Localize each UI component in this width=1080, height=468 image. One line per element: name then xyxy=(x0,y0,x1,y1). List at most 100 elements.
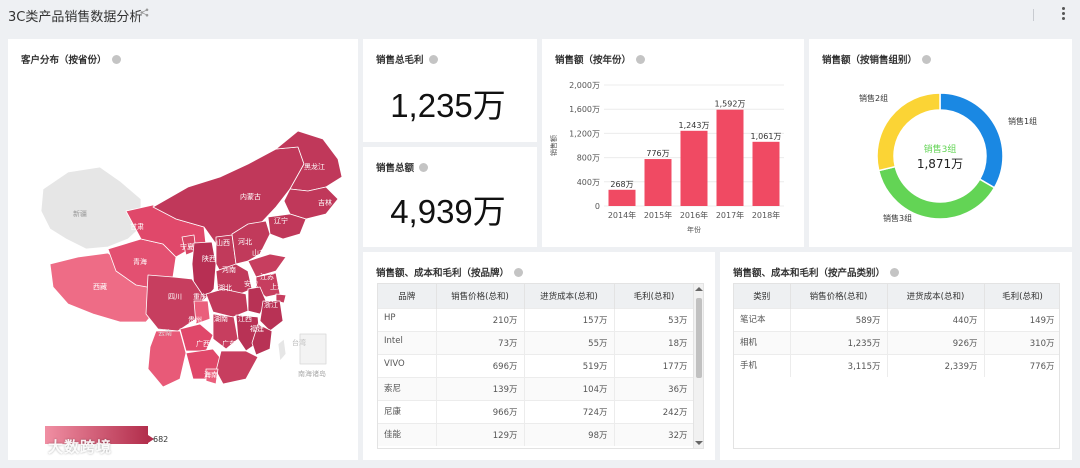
bar[interactable] xyxy=(608,189,636,206)
table-row[interactable]: Intel 73万 55万 18万 xyxy=(378,330,695,354)
kpi-profit-value: 1,235万 xyxy=(390,87,506,124)
column-header-profit[interactable]: 毛利(总和) xyxy=(984,284,1059,308)
cell-brand: 尼康 xyxy=(378,399,437,423)
scroll-thumb[interactable] xyxy=(696,298,702,378)
info-icon[interactable] xyxy=(428,55,438,64)
table-row[interactable]: 笔记本 589万 440万 149万 xyxy=(734,307,1059,331)
info-icon[interactable] xyxy=(922,55,932,64)
bar[interactable] xyxy=(752,141,780,206)
region-xinjiang[interactable] xyxy=(40,166,142,250)
scroll-down-arrow-icon[interactable] xyxy=(695,441,703,445)
region-taiwan[interactable] xyxy=(277,338,287,362)
region-guizhou[interactable] xyxy=(179,323,214,352)
column-header-sales[interactable]: 销售价格(总和) xyxy=(436,284,525,308)
scroll-up-arrow-icon[interactable] xyxy=(695,287,703,291)
column-header-brand[interactable]: 品牌 xyxy=(378,284,437,308)
bar[interactable] xyxy=(644,159,672,206)
table-row[interactable]: 索尼 139万 104万 36万 xyxy=(378,376,695,400)
label-liaoning: 辽宁 xyxy=(274,216,288,225)
share-icon[interactable] xyxy=(140,8,149,17)
label-ningxia: 宁夏 xyxy=(180,242,194,251)
cell-brand: Intel xyxy=(378,330,437,354)
table-row[interactable]: 尼康 966万 724万 242万 xyxy=(378,399,695,423)
label-jiangxi: 江西 xyxy=(238,315,252,323)
bar[interactable] xyxy=(680,130,708,206)
topbar-divider xyxy=(1033,9,1034,21)
region-yunnan[interactable] xyxy=(147,330,187,388)
map-legend-handle[interactable] xyxy=(148,435,154,443)
kpi-sales-card: 销售总额 4,939万 xyxy=(363,147,537,247)
cell-profit: 776万 xyxy=(984,353,1059,377)
label-xizang: 西藏 xyxy=(93,282,107,291)
cell-sales: 1,235万 xyxy=(790,330,888,354)
donut-slice[interactable] xyxy=(877,165,996,220)
cell-brand: VIVO xyxy=(378,353,437,377)
label-guangdong: 广东 xyxy=(222,339,236,348)
label-guangxi: 广西 xyxy=(196,339,210,348)
x-axis-label: 年份 xyxy=(687,225,701,234)
cell-sales: 3,115万 xyxy=(790,353,888,377)
label-sichuan: 四川 xyxy=(168,293,182,301)
kpi-sales-title: 销售总额 xyxy=(376,160,429,174)
cell-brand: HP xyxy=(378,307,437,331)
year-bar-chart: 0 400万 800万 1,200万 1,600万 2,000万 268万 2014年 776万… xyxy=(549,81,784,234)
label-hubei: 湖北 xyxy=(218,283,232,292)
cell-profit: 310万 xyxy=(984,330,1059,354)
map-card-title: 客户分布（按省份） xyxy=(21,52,121,66)
top-bar: 3C类产品销售数据分析 xyxy=(0,0,1080,30)
map-card: 客户分布（按省份） xyxy=(8,39,358,460)
label-shandong: 山东 xyxy=(252,248,266,257)
bar[interactable] xyxy=(716,109,744,206)
region-shandong[interactable] xyxy=(247,253,287,278)
label-nanhai: 南海诸岛 xyxy=(298,369,326,378)
label-chongqing: 重庆 xyxy=(193,292,207,301)
table-row[interactable]: 佳能 129万 98万 32万 xyxy=(378,422,695,446)
donut-slice[interactable] xyxy=(876,92,941,172)
label-qinghai: 青海 xyxy=(133,257,147,266)
info-icon[interactable] xyxy=(890,268,900,277)
info-icon[interactable] xyxy=(111,55,121,64)
column-header-profit[interactable]: 毛利(总和) xyxy=(614,284,695,308)
region-guangdong[interactable] xyxy=(215,350,259,385)
cell-profit: 149万 xyxy=(984,307,1059,331)
label-hainan: 海南 xyxy=(204,370,218,379)
cell-cost: 2,339万 xyxy=(887,353,985,377)
info-icon[interactable] xyxy=(514,268,524,277)
column-header-category[interactable]: 类别 xyxy=(734,284,791,308)
table-row[interactable]: HP 210万 157万 53万 xyxy=(378,307,695,331)
region-jilin[interactable] xyxy=(283,186,339,220)
table-scrollbar[interactable] xyxy=(693,284,703,448)
brand-table: 品牌 销售价格(总和) 进货成本(总和) 毛利(总和) HP 210万 157万… xyxy=(377,283,704,449)
y-tick-label: 0 xyxy=(595,202,600,211)
label-shanghai: 上海 xyxy=(270,282,284,291)
label-jiangsu: 江苏 xyxy=(260,272,274,281)
region-hainan[interactable] xyxy=(205,368,219,385)
table-row[interactable]: 相机 1,235万 926万 310万 xyxy=(734,330,1059,354)
map-legend-max: 682 xyxy=(153,435,169,444)
table-header-row: 类别 销售价格(总和) 进货成本(总和) 毛利(总和) xyxy=(734,284,1059,308)
y-axis-label: 销售额 xyxy=(549,135,558,156)
donut-center-value: 1,871万 xyxy=(917,157,963,171)
column-header-cost[interactable]: 进货成本(总和) xyxy=(524,284,615,308)
more-options-icon[interactable] xyxy=(1058,5,1068,23)
region-fujian[interactable] xyxy=(251,323,273,356)
cell-cost: 104万 xyxy=(524,376,615,400)
info-icon[interactable] xyxy=(636,55,646,64)
y-tick-label: 1,200万 xyxy=(569,129,600,138)
bar-data-label: 776万 xyxy=(646,149,669,158)
donut-slice[interactable] xyxy=(939,92,1004,189)
region-chongqing[interactable] xyxy=(193,300,211,325)
info-icon[interactable] xyxy=(419,163,429,172)
kpi-sales-title-text: 销售总额 xyxy=(376,163,415,174)
cell-cost: 724万 xyxy=(524,399,615,423)
table-row[interactable]: VIVO 696万 519万 177万 xyxy=(378,353,695,377)
column-header-sales[interactable]: 销售价格(总和) xyxy=(790,284,888,308)
region-hubei[interactable] xyxy=(205,288,249,318)
region-zhejiang[interactable] xyxy=(259,300,284,332)
cell-sales: 73万 xyxy=(436,330,525,354)
table-row[interactable]: 手机 3,115万 2,339万 776万 xyxy=(734,353,1059,377)
cell-sales: 210万 xyxy=(436,307,525,331)
region-hebei[interactable] xyxy=(231,220,271,265)
column-header-cost[interactable]: 进货成本(总和) xyxy=(887,284,985,308)
cell-category: 手机 xyxy=(734,353,791,377)
